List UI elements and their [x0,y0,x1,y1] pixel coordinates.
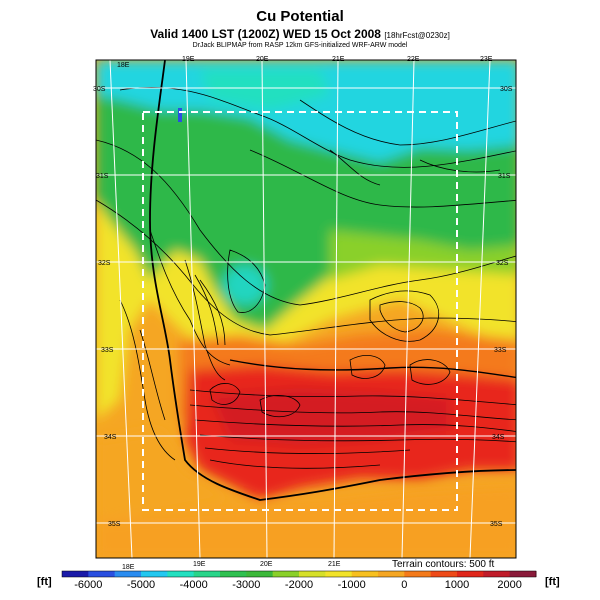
lat-label-right: 31S [498,173,511,180]
coastline [149,60,516,501]
terrain-contours [96,86,516,469]
colorbar-tick-label: 0 [401,579,408,591]
lon-label-top: 18E [117,62,130,69]
lon-label-bottom: 21E [328,561,341,568]
subtitle-main: Valid 1400 LST (1200Z) WED 15 Oct 2008 [150,27,381,41]
model-credit: DrJack BLIPMAP from RASP 12km GFS-initia… [192,42,408,49]
terrain-contour-note: Terrain contours: 500 ft [392,559,495,570]
lon-label-top: 19E [182,56,195,63]
lat-label-right: 33S [494,347,507,354]
colorbar-swatch [62,571,89,577]
lat-label-right: 35S [490,521,503,528]
colorbar-swatch [167,571,195,577]
colorbar-unit-left: [ft] [37,576,52,588]
colorbar-frame [61,570,537,578]
colorbar-swatch [88,571,116,577]
colorbar-swatch [193,571,221,577]
colorbar-swatch [325,571,353,577]
lon-label-top: 20E [256,56,269,63]
colorbar-tick-label: -6000 [74,579,103,591]
lon-label-top: 21E [332,56,345,63]
subtitle-tag: [18hrFcst@0230z] [384,31,450,40]
chart-title: Cu Potential [256,8,344,25]
plot-frame [95,59,517,559]
colorbar-tick-label: -1000 [337,579,366,591]
colorbar-swatch [246,571,274,577]
lon-label-bottom: 19E [193,561,206,568]
colorbar-swatch [404,571,432,577]
lat-label-left: 32S [98,260,111,267]
lon-label-bottom: 18E [122,564,135,571]
colorbar-tick-label: -5000 [126,579,156,591]
map-field [96,60,516,558]
colorbar-swatch [351,571,379,577]
colorbar-swatch [299,571,326,577]
colorbar-swatch [272,571,300,577]
lat-label-left: 31S [96,173,109,180]
colorbar-swatch [378,571,405,577]
inner-domain-box [142,111,458,511]
colorbar-swatch [509,571,537,577]
colorbar-tick-label: -2000 [284,579,314,591]
colorbar-tick-label: 1000 [444,579,470,591]
lat-label-left: 35S [108,521,121,528]
colorbar-tick-label: -4000 [179,579,208,591]
lat-label-left: 33S [101,347,114,354]
lon-label-top: 23E [480,56,493,63]
colorbar-swatch [141,571,168,577]
lon-label-bottom: 20E [260,561,273,568]
colorbar-swatch [220,571,247,577]
chart-subtitle: Valid 1400 LST (1200Z) WED 15 Oct 2008 [… [0,27,600,41]
lat-lon-grid [96,59,516,559]
colorbar-swatch [483,571,511,577]
lat-label-left: 34S [104,434,117,441]
lat-label-left: 30S [93,86,106,93]
colorbar-swatch [457,571,484,577]
lon-label-top: 22E [407,56,420,63]
colorbar-unit-right: [ft] [545,576,560,588]
lat-label-right: 32S [496,260,509,267]
colorbar-tick-label: -3000 [232,579,261,591]
colorbar-tick-label: 2000 [497,579,522,591]
lat-label-right: 34S [492,434,505,441]
colorbar-swatch [114,571,142,577]
lat-label-right: 30S [500,86,513,93]
colorbar [61,570,537,578]
colorbar-swatch [430,571,458,577]
